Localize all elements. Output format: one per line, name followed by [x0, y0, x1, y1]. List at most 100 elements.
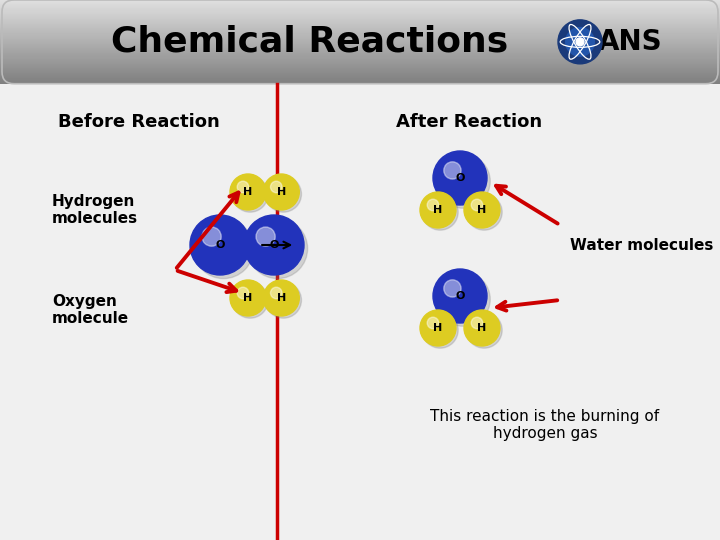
- Bar: [0, 63, 720, 65]
- Bar: [0, 39, 720, 41]
- Text: H: H: [433, 205, 443, 215]
- Bar: [0, 80, 720, 83]
- Bar: [0, 38, 720, 40]
- Bar: [0, 21, 720, 23]
- Circle shape: [471, 317, 482, 329]
- Bar: [0, 67, 720, 69]
- Bar: [0, 11, 720, 14]
- Circle shape: [464, 192, 500, 228]
- Bar: [0, 8, 720, 9]
- Bar: [0, 47, 720, 49]
- Circle shape: [256, 227, 275, 246]
- Bar: [0, 29, 720, 31]
- Bar: [0, 77, 720, 79]
- Circle shape: [248, 219, 307, 279]
- Text: ANS: ANS: [598, 28, 662, 56]
- Circle shape: [471, 199, 482, 211]
- Circle shape: [566, 28, 594, 56]
- Text: Oxygen
molecule: Oxygen molecule: [52, 294, 129, 326]
- Bar: [0, 33, 720, 36]
- Circle shape: [230, 280, 266, 316]
- Bar: [0, 73, 720, 75]
- Bar: [0, 82, 720, 84]
- Bar: [0, 76, 720, 77]
- Circle shape: [420, 310, 456, 346]
- Bar: [0, 22, 720, 24]
- Bar: [0, 36, 720, 38]
- Bar: [0, 43, 720, 45]
- Bar: [0, 16, 720, 18]
- Bar: [0, 19, 720, 21]
- Text: O: O: [455, 291, 464, 301]
- Bar: [0, 69, 720, 71]
- Circle shape: [576, 38, 584, 46]
- Bar: [0, 75, 720, 76]
- Circle shape: [444, 162, 461, 179]
- Bar: [0, 3, 720, 5]
- Bar: [0, 15, 720, 17]
- Circle shape: [232, 176, 268, 212]
- Text: H: H: [243, 187, 253, 197]
- Circle shape: [266, 282, 302, 318]
- Bar: [0, 71, 720, 73]
- Circle shape: [420, 192, 456, 228]
- Circle shape: [271, 287, 282, 299]
- Bar: [0, 40, 720, 42]
- Bar: [0, 46, 720, 48]
- Bar: [0, 58, 720, 59]
- Text: H: H: [477, 323, 487, 333]
- Circle shape: [466, 312, 502, 348]
- Bar: [0, 79, 720, 82]
- Circle shape: [464, 310, 500, 346]
- Circle shape: [244, 215, 304, 275]
- Bar: [0, 6, 720, 8]
- Circle shape: [436, 272, 490, 326]
- Bar: [0, 66, 720, 68]
- Bar: [0, 42, 720, 44]
- Text: H: H: [477, 205, 487, 215]
- Bar: [0, 65, 720, 67]
- Bar: [0, 37, 720, 39]
- Bar: [0, 4, 720, 6]
- Bar: [0, 59, 720, 60]
- Bar: [0, 12, 720, 15]
- Circle shape: [237, 181, 248, 193]
- Bar: [0, 60, 720, 63]
- Bar: [0, 20, 720, 22]
- Circle shape: [271, 181, 282, 193]
- Circle shape: [237, 287, 248, 299]
- Bar: [0, 48, 720, 50]
- Text: Water molecules: Water molecules: [570, 238, 714, 253]
- Bar: [0, 28, 720, 30]
- Bar: [0, 72, 720, 75]
- Text: Before Reaction: Before Reaction: [58, 113, 220, 131]
- Circle shape: [230, 174, 266, 210]
- Circle shape: [436, 154, 490, 208]
- Bar: [0, 78, 720, 80]
- Bar: [0, 9, 720, 10]
- Text: H: H: [243, 293, 253, 303]
- Bar: [0, 26, 720, 28]
- Bar: [0, 31, 720, 33]
- Bar: [0, 32, 720, 35]
- Bar: [0, 55, 720, 57]
- Bar: [0, 84, 720, 540]
- Bar: [0, 45, 720, 47]
- Bar: [0, 53, 720, 56]
- Text: O: O: [269, 240, 279, 250]
- Circle shape: [444, 280, 461, 297]
- Bar: [0, 10, 720, 11]
- Bar: [0, 35, 720, 37]
- Bar: [0, 68, 720, 70]
- Bar: [0, 27, 720, 29]
- Bar: [0, 41, 720, 43]
- Bar: [0, 0, 720, 1]
- Text: H: H: [433, 323, 443, 333]
- Circle shape: [266, 176, 302, 212]
- Circle shape: [433, 269, 487, 323]
- Circle shape: [232, 282, 268, 318]
- Bar: [0, 18, 720, 20]
- Circle shape: [202, 227, 221, 246]
- Bar: [0, 62, 720, 64]
- Text: O: O: [215, 240, 225, 250]
